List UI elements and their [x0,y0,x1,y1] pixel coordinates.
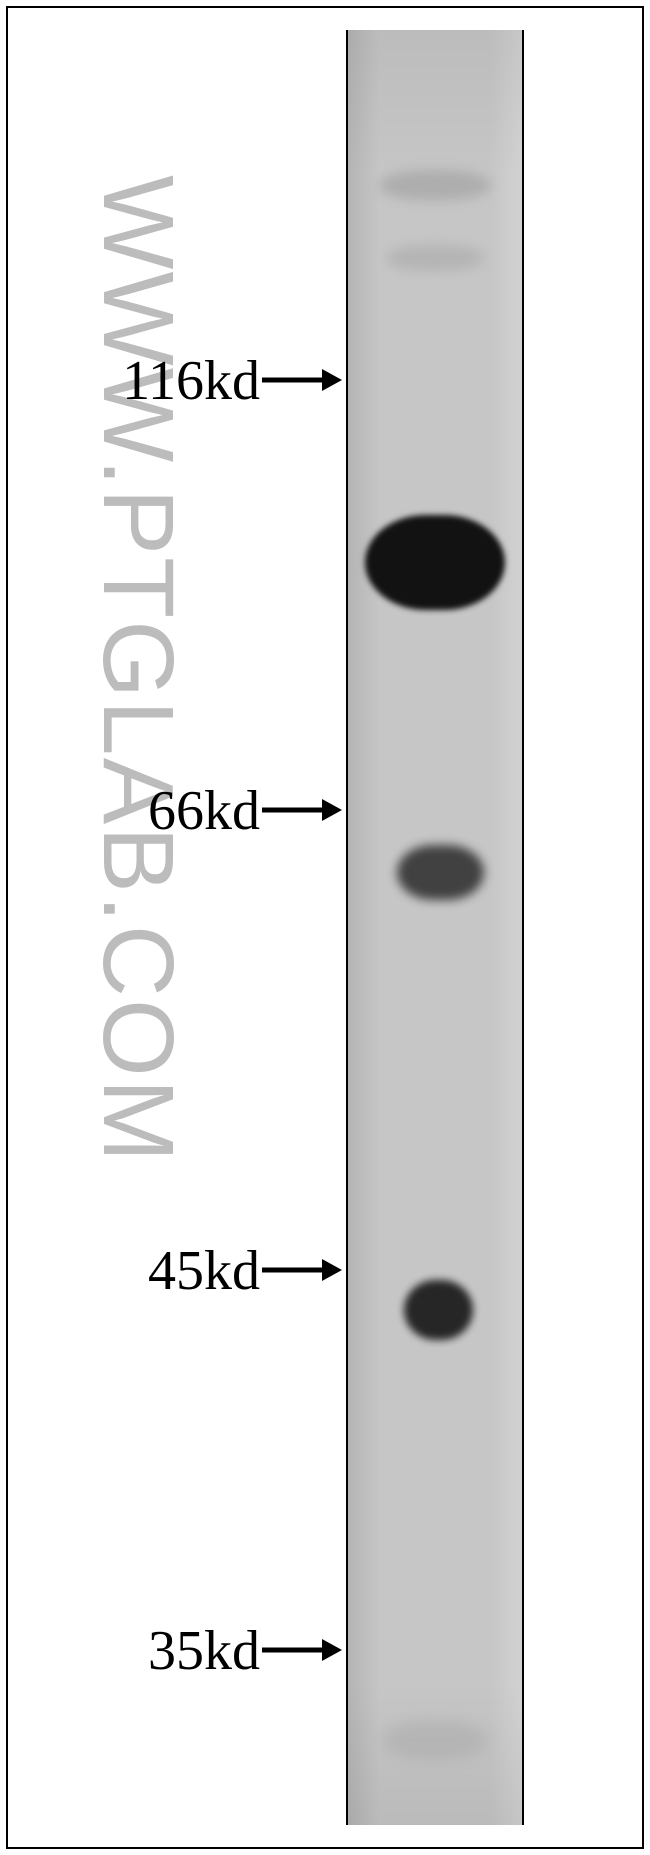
band-45kd [404,1280,474,1340]
marker-label-66kd: 66kd [148,779,260,843]
lane-shade [348,30,522,1825]
marker-label-35kd: 35kd [148,1619,260,1683]
band-top-faint-2 [386,245,483,271]
marker-arrow-35kd [262,1639,342,1661]
marker-arrow-116kd [262,369,342,391]
image-frame [6,6,644,1849]
marker-label-45kd: 45kd [148,1239,260,1303]
band-top-faint [379,170,490,200]
band-bottom-faint [383,1720,487,1760]
blot-lane [346,30,524,1825]
marker-arrow-66kd [262,799,342,821]
band-66kd [397,845,484,900]
band-90kd-strong [365,515,504,610]
marker-arrow-45kd [262,1259,342,1281]
marker-label-116kd: 116kd [122,349,260,413]
